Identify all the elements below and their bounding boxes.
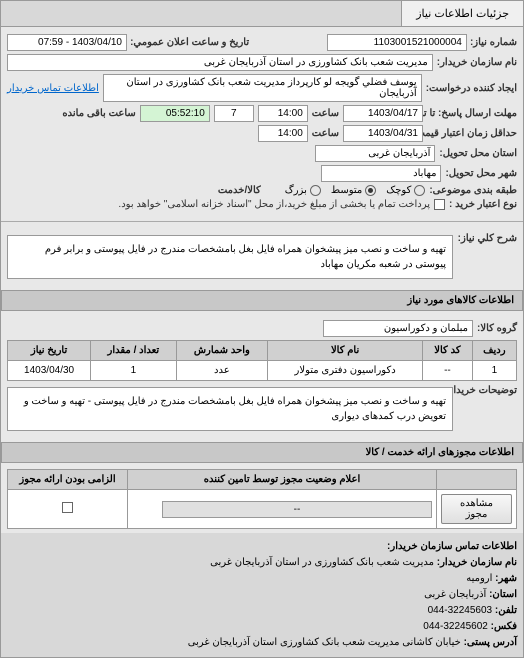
time-label-2: ساعت xyxy=(312,128,339,139)
contact-title: اطلاعات تماس سازمان خریدار: xyxy=(7,539,517,555)
buyer-notes-label: توضیحات خریدار: xyxy=(457,385,517,396)
province-field: آذربایجان غربی xyxy=(315,145,435,162)
permits-table-row: مشاهده مجوز -- xyxy=(8,490,517,529)
contact-province-label: استان: xyxy=(489,589,517,600)
td-code: -- xyxy=(423,361,473,381)
view-permit-button[interactable]: مشاهده مجوز xyxy=(441,494,512,524)
radio-large[interactable]: بزرگ xyxy=(285,185,321,196)
goods-group-field: مبلمان و دکوراسیون xyxy=(323,320,473,337)
contact-phone-label: تلفن: xyxy=(495,605,517,616)
date-label: تاریخ و ساعت اعلان عمومي: xyxy=(130,37,249,48)
contact-fax: 32245602-044 xyxy=(423,621,488,632)
factor-label: حداقل زمان اعتبار قیمت: تا تاریخ: xyxy=(427,128,517,139)
radio-small[interactable]: کوچک xyxy=(386,185,425,196)
th-date: تاریخ نیاز xyxy=(8,341,91,361)
goods-table-header-row: ردیف کد کالا نام کالا واحد شمارش تعداد /… xyxy=(8,341,517,361)
contact-address: خیابان کاشانی مدیریت شعب بانک کشاورزی اس… xyxy=(188,637,461,648)
desc-section: شرح کلي نیاز: تهیه و ساخت و نصب میز پیشخ… xyxy=(1,226,523,288)
td-name: دکوراسیون دفتری متولار xyxy=(268,361,423,381)
permit-required-checkbox[interactable] xyxy=(62,502,73,513)
city-field: مهاباد xyxy=(321,165,441,182)
general-desc-label: شرح کلي نیاز: xyxy=(457,233,517,244)
deadline-days: 7 xyxy=(214,105,254,122)
factor-time: 14:00 xyxy=(258,125,308,142)
requester-label: ایجاد کننده درخواست: xyxy=(426,83,517,94)
payment-checkbox[interactable] xyxy=(434,199,445,210)
main-container: جزئیات اطلاعات نیاز شماره نیاز: 11030015… xyxy=(0,0,524,658)
td-unit: عدد xyxy=(176,361,268,381)
factor-date: 1403/04/31 xyxy=(343,125,423,142)
td-row: 1 xyxy=(472,361,516,381)
tab-details[interactable]: جزئیات اطلاعات نیاز xyxy=(401,1,523,26)
td-date: 1403/04/30 xyxy=(8,361,91,381)
unit-label: کالا/خدمت xyxy=(218,185,261,196)
deadline-send-time: 14:00 xyxy=(258,105,308,122)
contact-section: اطلاعات تماس سازمان خریدار: نام سازمان خ… xyxy=(1,533,523,657)
contact-org-label: نام سازمان خریدار: xyxy=(437,557,517,568)
contact-city: ارومیه xyxy=(466,573,492,584)
deadline-send-label: مهلت ارسال پاسخ: تا تاریخ: xyxy=(427,108,517,119)
permits-section-header: اطلاعات مجوزهای ارائه خدمت / کالا xyxy=(1,442,523,463)
th-row: ردیف xyxy=(472,341,516,361)
city-label: شهر محل تحویل: xyxy=(445,168,517,179)
number-field: 1103001521000004 xyxy=(327,34,467,51)
buyer-name-label: نام سازمان خریدار: xyxy=(437,57,517,68)
header-section: شماره نیاز: 1103001521000004 تاریخ و ساع… xyxy=(1,27,523,217)
goods-section-header: اطلاعات کالاهای مورد نیاز xyxy=(1,290,523,311)
th-name: نام کالا xyxy=(268,341,423,361)
date-field: 1403/04/10 - 07:59 xyxy=(7,34,127,51)
th-qty: تعداد / مقدار xyxy=(91,341,176,361)
goods-table-row[interactable]: 1 -- دکوراسیون دفتری متولار عدد 1 1403/0… xyxy=(8,361,517,381)
payment-label: نوع اعتبار خرید : xyxy=(449,199,517,210)
packaging-label: طبقه بندى موضوعى: xyxy=(429,185,517,196)
contact-phone: 32245603-044 xyxy=(428,605,493,616)
deadline-send-date: 1403/04/17 xyxy=(343,105,423,122)
general-desc-text: تهیه و ساخت و نصب میز پیشخوان همراه فایل… xyxy=(7,235,453,279)
tab-bar: جزئیات اطلاعات نیاز xyxy=(1,1,523,27)
permits-table: اعلام وضعیت مجوز توسط تامین کننده الزامی… xyxy=(7,469,517,529)
remaining-label: ساعت باقی مانده xyxy=(62,108,135,119)
radio-medium[interactable]: متوسط xyxy=(331,185,376,196)
payment-note: پرداخت تمام یا بخشی از مبلغ خرید،از محل … xyxy=(118,199,430,210)
province-label: استان محل تحویل: xyxy=(439,148,517,159)
th-permit-status: اعلام وضعیت مجوز توسط تامین کننده xyxy=(128,470,437,490)
buyer-notes-text: تهیه و ساخت و نصب میز پیشخوان همراه فایل… xyxy=(7,387,453,431)
number-label: شماره نیاز: xyxy=(470,37,517,48)
th-unit: واحد شمارش xyxy=(176,341,268,361)
td-qty: 1 xyxy=(91,361,176,381)
th-permit-required: الزامی بودن ارائه مجوز xyxy=(8,470,128,490)
packaging-radio-group: کوچک متوسط بزرگ xyxy=(285,185,426,196)
contact-link[interactable]: اطلاعات تماس خریدار xyxy=(7,83,99,94)
deadline-remaining: 05:52:10 xyxy=(140,105,210,122)
contact-city-label: شهر: xyxy=(495,573,517,584)
permit-dropdown[interactable]: -- xyxy=(162,501,432,518)
th-permit-action xyxy=(437,470,517,490)
contact-org: مدیریت شعب بانک کشاورزی در استان آذربایج… xyxy=(210,557,434,568)
buyer-name-field: مدیریت شعب بانک کشاورزی در استان آذربایج… xyxy=(7,54,433,71)
contact-address-label: آدرس پستی: xyxy=(464,637,517,648)
requester-field: یوسف فضلي گویجه لو کارپرداز مدیریت شعب ب… xyxy=(103,74,422,102)
time-label-1: ساعت xyxy=(312,108,339,119)
goods-group-label: گروه کالا: xyxy=(477,323,517,334)
goods-table: ردیف کد کالا نام کالا واحد شمارش تعداد /… xyxy=(7,340,517,381)
contact-fax-label: فکس: xyxy=(491,621,517,632)
th-code: کد کالا xyxy=(423,341,473,361)
contact-province: آذربایجان غربی xyxy=(424,589,486,600)
